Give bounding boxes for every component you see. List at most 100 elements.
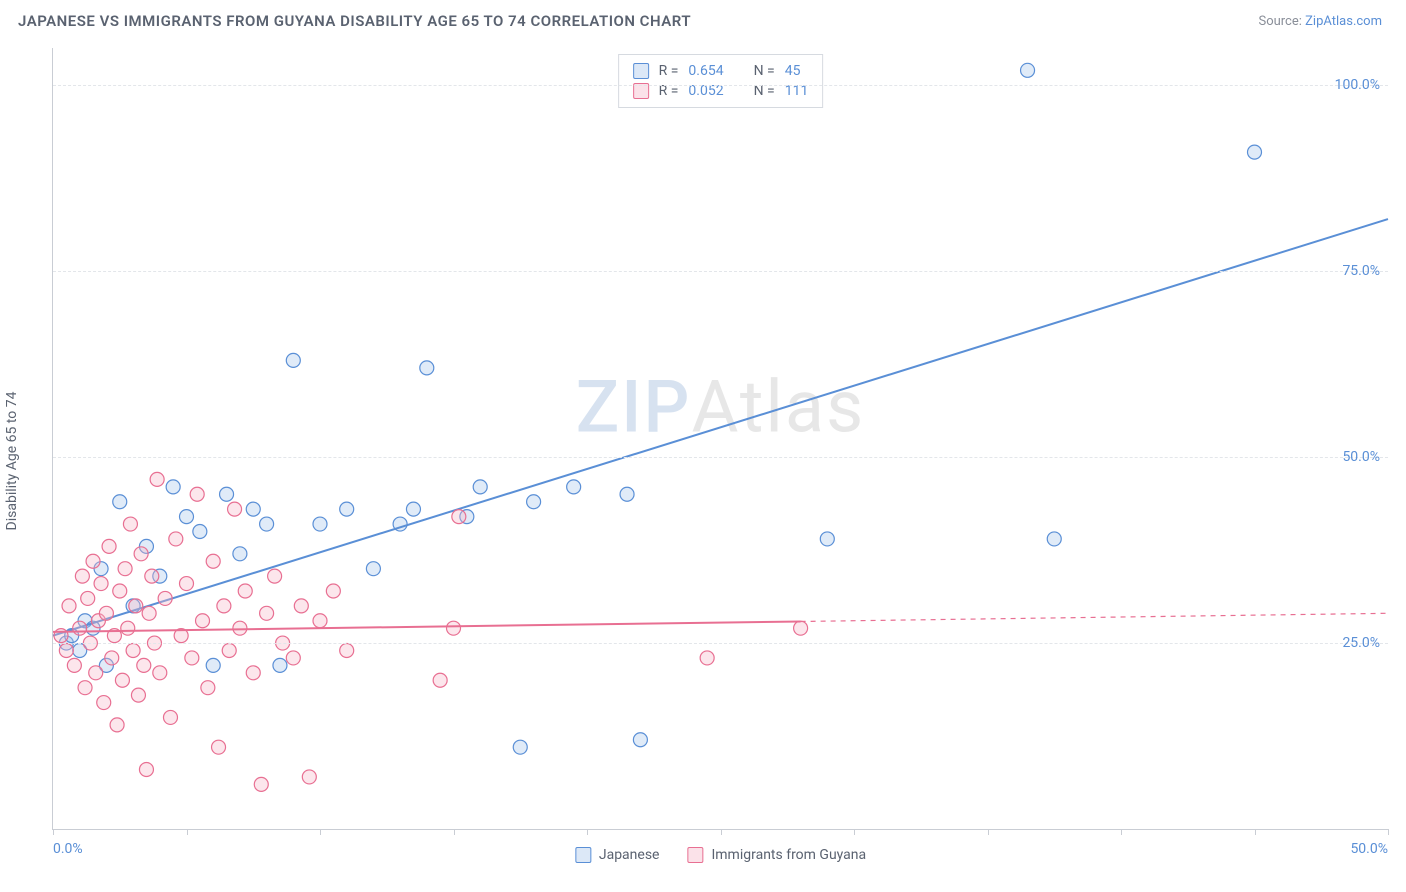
point-japanese [180, 510, 194, 524]
point-guyana [139, 762, 153, 776]
point-guyana [302, 770, 316, 784]
point-guyana [185, 651, 199, 665]
point-japanese [273, 658, 287, 672]
legend-label: Japanese [599, 847, 660, 863]
point-japanese [527, 495, 541, 509]
x-tick-mark [1121, 829, 1122, 835]
point-japanese [113, 495, 127, 509]
point-guyana [118, 562, 132, 576]
point-guyana [54, 629, 68, 643]
point-japanese [513, 740, 527, 754]
x-tick-mark [1255, 829, 1256, 835]
scatter-svg [53, 48, 1388, 829]
point-guyana [67, 658, 81, 672]
point-guyana [126, 643, 140, 657]
point-japanese [260, 517, 274, 531]
legend-item-guyana: Immigrants from Guyana [687, 847, 866, 863]
y-tick-label: 100.0% [1335, 77, 1380, 93]
point-guyana [89, 666, 103, 680]
point-guyana [201, 681, 215, 695]
point-guyana [217, 599, 231, 613]
point-guyana [158, 591, 172, 605]
point-guyana [190, 487, 204, 501]
point-japanese [1248, 145, 1262, 159]
source-attribution: Source: ZipAtlas.com [1258, 14, 1382, 29]
gridline [53, 271, 1388, 272]
point-guyana [340, 643, 354, 657]
point-japanese [633, 733, 647, 747]
point-guyana [233, 621, 247, 635]
gridline [53, 85, 1388, 86]
point-guyana [75, 569, 89, 583]
gridline [53, 643, 1388, 644]
point-guyana [180, 577, 194, 591]
point-japanese [193, 524, 207, 538]
point-guyana [286, 651, 300, 665]
point-japanese [206, 658, 220, 672]
point-guyana [447, 621, 461, 635]
x-tick-mark [1388, 829, 1389, 835]
point-guyana [105, 651, 119, 665]
x-tick-mark [854, 829, 855, 835]
point-japanese [420, 361, 434, 375]
x-tick-last: 50.0% [1350, 841, 1388, 857]
point-guyana [268, 569, 282, 583]
point-guyana [97, 696, 111, 710]
x-tick-mark [320, 829, 321, 835]
series-legend: Japanese Immigrants from Guyana [575, 847, 866, 863]
point-guyana [81, 591, 95, 605]
point-guyana [102, 539, 116, 553]
point-japanese [166, 480, 180, 494]
point-guyana [313, 614, 327, 628]
point-guyana [62, 599, 76, 613]
point-japanese [366, 562, 380, 576]
gridline [53, 457, 1388, 458]
point-guyana [99, 606, 113, 620]
point-guyana [59, 643, 73, 657]
x-tick-mark [454, 829, 455, 835]
point-japanese [313, 517, 327, 531]
y-axis-label: Disability Age 65 to 74 [4, 392, 20, 531]
point-guyana [137, 658, 151, 672]
point-japanese [220, 487, 234, 501]
point-guyana [131, 688, 145, 702]
source-prefix: Source: [1258, 14, 1305, 29]
point-japanese [1021, 63, 1035, 77]
y-tick-label: 50.0% [1342, 449, 1380, 465]
point-guyana [246, 666, 260, 680]
x-tick-mark [988, 829, 989, 835]
point-guyana [121, 621, 135, 635]
point-guyana [110, 718, 124, 732]
point-guyana [134, 547, 148, 561]
x-tick-mark [187, 829, 188, 835]
source-link[interactable]: ZipAtlas.com [1305, 14, 1382, 29]
point-japanese [820, 532, 834, 546]
x-tick-first: 0.0% [53, 841, 83, 857]
point-guyana [794, 621, 808, 635]
point-guyana [150, 472, 164, 486]
legend-item-japanese: Japanese [575, 847, 660, 863]
point-japanese [620, 487, 634, 501]
point-guyana [169, 532, 183, 546]
legend-label: Immigrants from Guyana [711, 847, 866, 863]
point-japanese [1047, 532, 1061, 546]
point-guyana [163, 710, 177, 724]
point-guyana [254, 777, 268, 791]
point-guyana [433, 673, 447, 687]
point-guyana [142, 606, 156, 620]
trendline-guyana [53, 621, 801, 631]
x-tick-mark [53, 829, 54, 835]
point-guyana [94, 577, 108, 591]
point-guyana [260, 606, 274, 620]
trendline-japanese [53, 219, 1388, 636]
chart-container: Disability Age 65 to 74 ZIPAtlas R =0.65… [18, 48, 1388, 874]
point-guyana [73, 621, 87, 635]
swatch-icon [575, 847, 591, 863]
x-tick-mark [587, 829, 588, 835]
chart-title: JAPANESE VS IMMIGRANTS FROM GUYANA DISAB… [18, 12, 691, 30]
point-japanese [567, 480, 581, 494]
point-guyana [228, 502, 242, 516]
point-guyana [212, 740, 226, 754]
point-guyana [78, 681, 92, 695]
point-guyana [115, 673, 129, 687]
